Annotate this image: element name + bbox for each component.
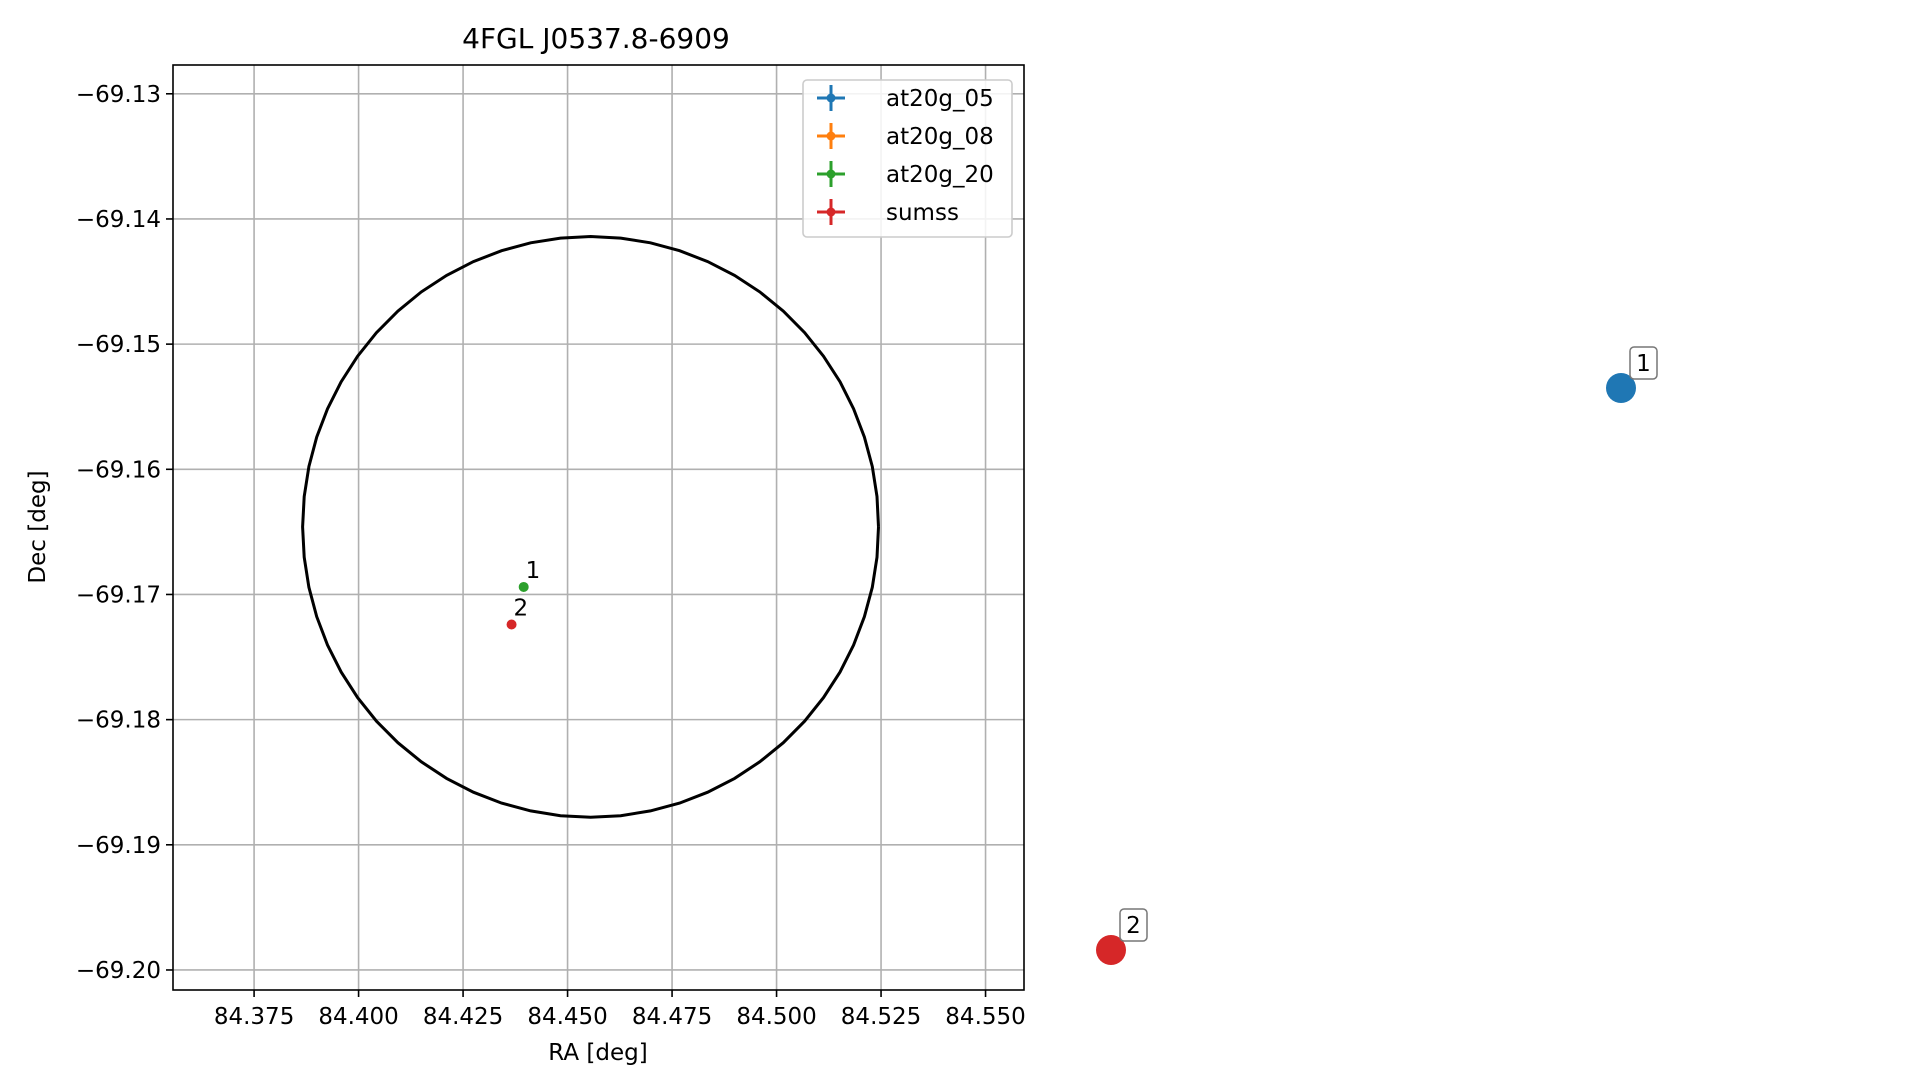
legend-label: sumss — [886, 200, 959, 226]
legend-label: at20g_08 — [886, 124, 994, 150]
y-tick-label: −69.17 — [76, 582, 161, 608]
x-axis-ticks: 84.375 84.400 84.425 84.450 84.475 84.500 84.5… — [214, 990, 1026, 1030]
legend-marker-dot — [826, 169, 836, 179]
y-tick-label: −69.14 — [76, 207, 161, 233]
x-tick-label: 84.400 — [318, 1004, 398, 1030]
plot-area — [172, 64, 1025, 991]
y-axis-label: Dec [deg] — [25, 470, 51, 583]
y-tick-label: −69.16 — [76, 457, 161, 483]
outside-marker — [1096, 935, 1126, 965]
source-point-label: 2 — [514, 596, 529, 622]
chart-title: 4FGL J0537.8-6909 — [462, 22, 730, 55]
legend-label: at20g_05 — [886, 86, 994, 112]
x-tick-label: 84.450 — [527, 1004, 607, 1030]
legend-frame — [802, 79, 1013, 238]
source-point — [506, 619, 517, 630]
x-tick-label: 84.525 — [841, 1004, 921, 1030]
legend-entry: at20g_08 — [817, 123, 994, 150]
x-tick-label: 84.375 — [214, 1004, 294, 1030]
x-tick-label: 84.550 — [945, 1004, 1025, 1030]
source-point — [518, 581, 529, 592]
x-tick-label: 84.425 — [423, 1004, 503, 1030]
source-point-label: 1 — [526, 558, 541, 584]
legend-entry: at20g_20 — [817, 161, 994, 188]
outside-markers: 12 — [1096, 346, 1658, 965]
points-layer: 12 — [506, 558, 541, 630]
outside-marker-label: 1 — [1636, 351, 1651, 377]
outside-marker-label-box — [1119, 908, 1148, 942]
legend-marker-dot — [826, 93, 836, 103]
y-tick-label: −69.15 — [76, 332, 161, 358]
legend-entry: at20g_05 — [817, 85, 994, 112]
legend-entry: sumss — [817, 199, 959, 226]
x-tick-label: 84.475 — [632, 1004, 712, 1030]
legend-marker-dot — [826, 207, 836, 217]
y-tick-label: −69.13 — [76, 82, 161, 108]
legend-marker-dot — [826, 131, 836, 141]
legend-label: at20g_20 — [886, 162, 994, 188]
error-ellipse-layer — [301, 234, 880, 819]
x-tick-label: 84.500 — [736, 1004, 816, 1030]
x-axis-label: RA [deg] — [548, 1040, 647, 1066]
outside-marker — [1606, 373, 1636, 403]
outside-marker-label: 2 — [1126, 913, 1141, 939]
y-tick-label: −69.18 — [76, 708, 161, 734]
outside-marker-label-box — [1629, 346, 1658, 380]
y-axis-ticks: −69.13 −69.14 −69.15 −69.16 −69.17 −69.18 −69.… — [76, 82, 173, 984]
error-ellipse — [301, 234, 880, 819]
y-tick-label: −69.20 — [76, 958, 161, 984]
y-tick-label: −69.19 — [76, 833, 161, 859]
